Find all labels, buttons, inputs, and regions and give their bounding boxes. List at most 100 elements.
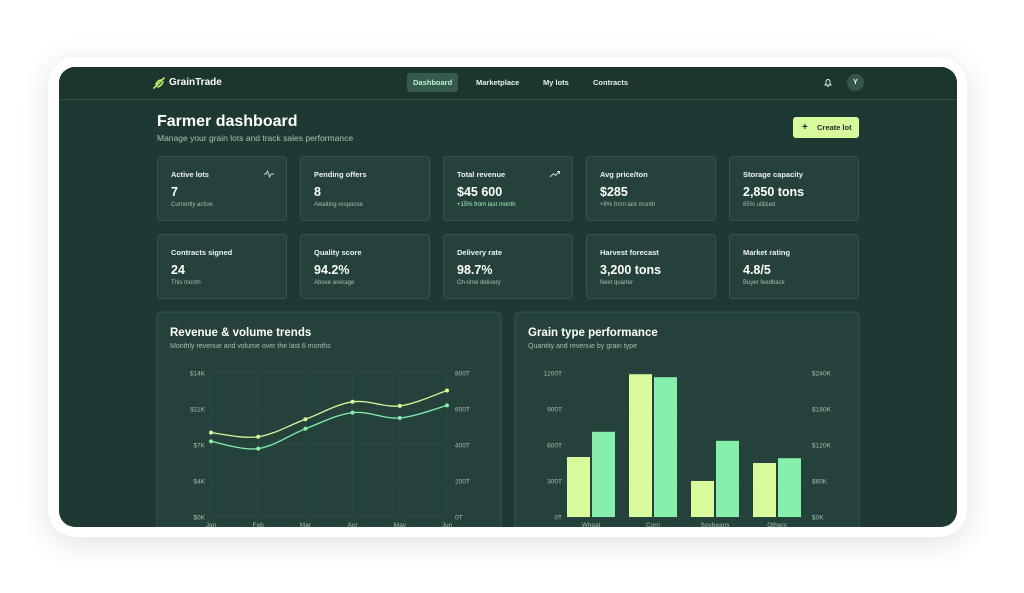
data-point bbox=[303, 426, 308, 431]
nav-item[interactable]: Contracts bbox=[593, 78, 629, 87]
series-line bbox=[210, 404, 448, 450]
icon-path bbox=[550, 171, 560, 178]
data-point bbox=[209, 430, 213, 435]
stat-label: Total revenue bbox=[457, 170, 506, 179]
nav-item[interactable]: My lots bbox=[543, 78, 569, 87]
stat-note: +15% from last month bbox=[457, 202, 516, 208]
stat-value: 7 bbox=[171, 185, 178, 199]
chart-layer: Revenue & volume trends Monthly revenue a… bbox=[156, 311, 860, 527]
stat-label: Active lots bbox=[171, 170, 209, 179]
stat-label: Delivery rate bbox=[457, 248, 503, 257]
stat-note: Buyer feedback bbox=[743, 280, 785, 286]
data-point bbox=[209, 439, 213, 444]
x-tick-label: Mar bbox=[300, 522, 312, 527]
stat-label: Contracts signed bbox=[171, 248, 233, 257]
data-point bbox=[445, 403, 449, 408]
stat-card: Quality score 94.2% Above average bbox=[300, 234, 430, 299]
bar bbox=[691, 481, 714, 517]
chart-title: Grain type performance bbox=[528, 327, 658, 339]
stat-card: Storage capacity 2,850 tons 85% utilized bbox=[729, 156, 859, 221]
page-subtitle: Manage your grain lots and track sales p… bbox=[157, 133, 354, 143]
data-point bbox=[397, 403, 402, 408]
icon-path bbox=[264, 169, 274, 179]
y-tick-label: $14K bbox=[190, 371, 206, 378]
stat-value: 3,200 tons bbox=[600, 263, 662, 277]
y-tick-label: 1200T bbox=[544, 371, 562, 378]
bar bbox=[654, 377, 677, 517]
nav-item[interactable]: Dashboard bbox=[407, 73, 459, 92]
stat-label: Pending offers bbox=[314, 170, 367, 179]
stat-label: Harvest forecast bbox=[600, 248, 659, 257]
y2-tick-label: $0K bbox=[812, 515, 824, 522]
bar bbox=[567, 457, 590, 517]
stat-card: Market rating 4.8/5 Buyer feedback bbox=[729, 234, 859, 299]
brand-icon bbox=[153, 77, 165, 89]
y-tick-label: 600T bbox=[547, 443, 562, 450]
screen: Revenue & volume trends Monthly revenue a… bbox=[59, 67, 957, 527]
y-tick-label: 900T bbox=[547, 407, 562, 414]
data-point bbox=[303, 417, 308, 422]
data-point bbox=[256, 434, 261, 439]
nav-bar: GrainTrade Dashboard Marketplace My lots… bbox=[59, 67, 957, 100]
data-point bbox=[256, 446, 261, 451]
button-label: Create lot bbox=[817, 123, 852, 132]
stat-note: This month bbox=[171, 280, 201, 286]
card-icon bbox=[264, 169, 274, 179]
x-tick-label: Corn bbox=[646, 522, 660, 527]
stat-value: 94.2% bbox=[314, 263, 350, 277]
y2-tick-label: 200T bbox=[455, 479, 470, 486]
x-tick-label: Wheat bbox=[582, 522, 601, 527]
stat-value: 2,850 tons bbox=[743, 185, 805, 199]
y-tick-label: 0T bbox=[554, 515, 562, 522]
page-title: Farmer dashboard bbox=[157, 113, 298, 130]
nav-item[interactable]: Marketplace bbox=[476, 78, 520, 87]
stat-value: 8 bbox=[314, 185, 321, 199]
stat-note: On-time delivery bbox=[457, 280, 501, 286]
y2-tick-label: 0T bbox=[455, 515, 463, 522]
avatar[interactable]: Y bbox=[847, 74, 864, 91]
chart-subtitle: Quantity and revenue by grain type bbox=[528, 343, 637, 350]
chart-subtitle: Monthly revenue and volume over the last… bbox=[170, 343, 331, 350]
stat-card: Pending offers 8 Awaiting response bbox=[300, 156, 430, 221]
stat-label: Quality score bbox=[314, 248, 362, 257]
stat-card: Total revenue $45 600 +15% from last month bbox=[443, 156, 573, 221]
plus-icon: + bbox=[802, 122, 808, 133]
y2-tick-label: 800T bbox=[455, 371, 470, 378]
y-tick-label: $11K bbox=[190, 407, 205, 414]
stat-label: Storage capacity bbox=[743, 170, 804, 179]
x-tick-label: Others bbox=[767, 522, 787, 527]
stat-card: Avg price/ton $285 +8% from last month bbox=[586, 156, 716, 221]
bell-icon[interactable] bbox=[823, 78, 833, 88]
stat-card: Contracts signed 24 This month bbox=[157, 234, 287, 299]
stat-note: Above average bbox=[314, 280, 355, 286]
y-tick-label: $0K bbox=[193, 515, 205, 522]
x-tick-label: Apr bbox=[348, 522, 359, 527]
stat-note: Next quarter bbox=[600, 280, 634, 286]
create-button[interactable]: + Create lot bbox=[793, 117, 859, 138]
x-tick-label: Feb bbox=[253, 522, 265, 527]
data-point bbox=[397, 416, 402, 420]
stat-note: Awaiting response bbox=[314, 202, 363, 208]
stat-value: 98.7% bbox=[457, 263, 493, 277]
series-line bbox=[210, 389, 448, 438]
bar bbox=[592, 431, 615, 517]
stat-card: Delivery rate 98.7% On-time delivery bbox=[443, 234, 573, 299]
stat-value: $285 bbox=[600, 185, 628, 199]
bar bbox=[716, 440, 739, 517]
stat-card: Harvest forecast 3,200 tons Next quarter bbox=[586, 234, 716, 299]
bar bbox=[629, 374, 652, 517]
stat-value: 24 bbox=[171, 263, 185, 277]
x-tick-label: May bbox=[394, 522, 407, 527]
stat-value: 4.8/5 bbox=[743, 263, 771, 277]
data-point bbox=[445, 388, 449, 393]
y-tick-label: 300T bbox=[547, 479, 562, 486]
data-point bbox=[350, 399, 355, 404]
stat-card: Active lots 7 Currently active bbox=[157, 156, 287, 221]
stat-note: Currently active bbox=[171, 202, 213, 208]
data-point bbox=[350, 410, 355, 415]
y2-tick-label: $120K bbox=[812, 443, 831, 450]
stat-note: +8% from last month bbox=[600, 202, 656, 208]
brand[interactable]: GrainTrade bbox=[169, 77, 222, 88]
stat-note: 85% utilized bbox=[743, 202, 776, 208]
y2-tick-label: 600T bbox=[455, 407, 470, 414]
